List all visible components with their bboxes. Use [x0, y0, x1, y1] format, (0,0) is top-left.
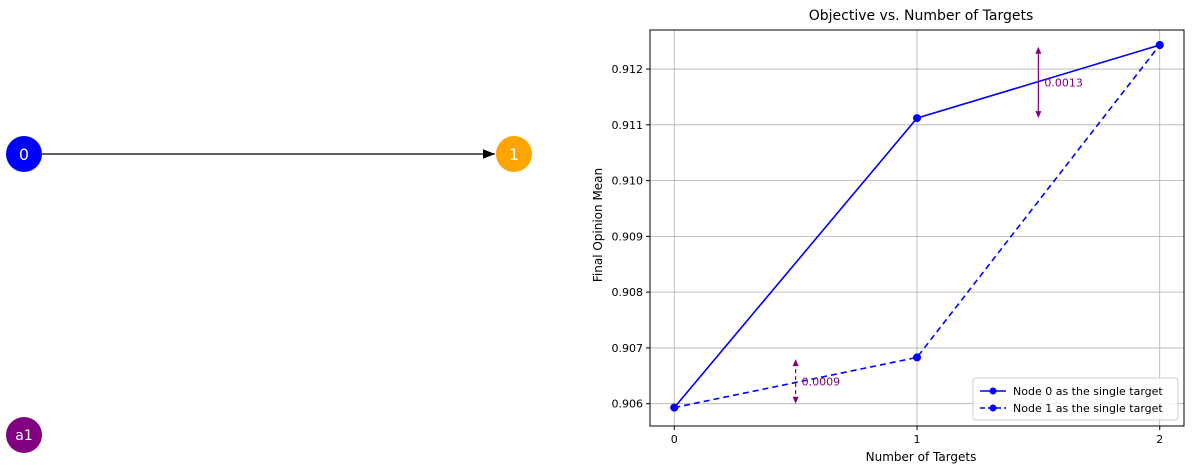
legend-marker-0 — [989, 387, 997, 395]
x-tick-label: 2 — [1156, 433, 1163, 446]
data-point — [670, 403, 679, 412]
legend-marker-1 — [989, 404, 997, 412]
chart-canvas: Objective vs. Number of Targets 0.00090.… — [591, 8, 1185, 464]
chart-annotations: 0.0009 0.0013 — [792, 46, 1083, 404]
graph-canvas: 0 1 a1 — [6, 136, 532, 453]
y-tick-label: 0.908 — [612, 286, 644, 299]
graph-node-0-label: 0 — [19, 145, 29, 164]
annotation-arrowhead-down — [792, 396, 799, 404]
graph-node-1-circle — [496, 136, 532, 172]
legend-label-0: Node 0 as the single target — [1013, 385, 1163, 398]
annotation-arrowhead-down — [1035, 111, 1042, 119]
annotation-arrowhead-up — [792, 359, 799, 367]
legend-box — [972, 377, 1179, 421]
y-tick-label: 0.910 — [612, 175, 644, 188]
y-tick-label: 0.907 — [612, 342, 644, 355]
x-tick-label: 0 — [671, 433, 678, 446]
x-axis-label: Number of Targets — [866, 450, 977, 464]
chart-legend: Node 0 as the single target Node 1 as the… — [972, 377, 1179, 421]
chart-title: Objective vs. Number of Targets — [809, 8, 1034, 24]
graph-node-0-circle — [6, 136, 42, 172]
graph-node-0: 0 — [6, 136, 42, 172]
graph-node-1: 1 — [496, 136, 532, 172]
chart-panel: Objective vs. Number of Targets 0.0009 0.… — [580, 0, 1193, 467]
chart-grid — [650, 30, 1184, 426]
annotation-arrowhead-up — [1035, 46, 1042, 54]
graph-node-1-label: 1 — [509, 145, 519, 164]
graph-panel: 0 1 a1 — [0, 0, 560, 467]
graph-node-a1-label: a1 — [15, 428, 33, 444]
legend-label-1: Node 1 as the single target — [1013, 402, 1163, 415]
graph-node-a1: a1 — [6, 417, 42, 453]
annotation-label-1: 0.0013 — [1044, 76, 1083, 89]
data-point — [913, 114, 921, 123]
data-point — [913, 353, 921, 362]
series-line-1 — [674, 44, 1161, 409]
y-tick-label: 0.912 — [612, 63, 644, 76]
chart-ticks: 0 1 2 0.906 0.907 0.908 0.909 0.910 0.911 0.912 — [612, 63, 1164, 446]
annotation-label-0: 0.0009 — [802, 375, 841, 388]
y-tick-label: 0.906 — [612, 398, 644, 411]
chart-series — [670, 41, 1164, 412]
y-tick-label: 0.911 — [612, 119, 644, 132]
x-tick-label: 1 — [914, 433, 921, 446]
y-axis-label: Final Opinion Mean — [591, 168, 605, 282]
data-point — [1155, 41, 1164, 50]
y-tick-label: 0.909 — [612, 230, 644, 243]
graph-node-a1-circle — [6, 417, 42, 453]
